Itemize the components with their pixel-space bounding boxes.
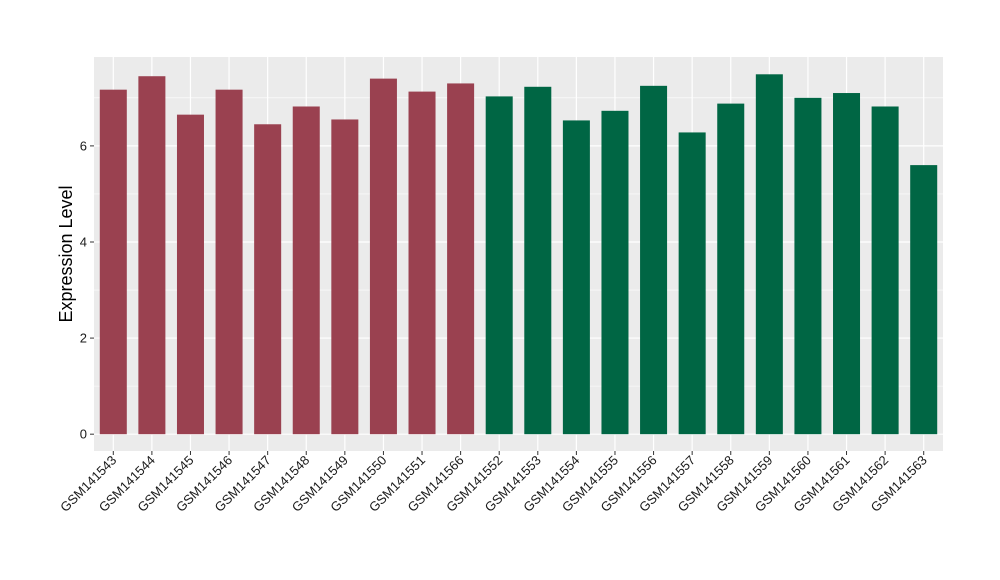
bar-GSM141555: [601, 110, 629, 435]
bar-GSM141543: [99, 89, 127, 435]
bar-GSM141558: [717, 103, 745, 435]
bar-GSM141559: [755, 74, 783, 435]
bar-GSM141551: [408, 91, 436, 435]
y-tick-label: 0: [80, 427, 87, 442]
bar-GSM141547: [254, 124, 282, 435]
bar-GSM141550: [369, 78, 397, 435]
x-axis-ticks: GSM141543GSM141544GSM141545GSM141546GSM1…: [57, 451, 930, 515]
y-axis-title: Expression Level: [56, 185, 76, 322]
bar-GSM141562: [871, 106, 899, 435]
y-tick-label: 6: [80, 138, 87, 153]
bar-GSM141549: [331, 119, 359, 435]
y-axis-ticks: 0 2 4 6: [80, 138, 94, 442]
bar-GSM141544: [138, 76, 166, 435]
bar-GSM141561: [833, 93, 861, 435]
bar-GSM141548: [292, 106, 320, 435]
y-tick-label: 2: [80, 331, 87, 346]
bar-GSM141546: [215, 89, 243, 435]
bar-GSM141552: [485, 96, 513, 435]
y-tick-label: 4: [80, 234, 87, 249]
bar-GSM141553: [524, 86, 552, 435]
bar-GSM141545: [176, 114, 204, 435]
bar-GSM141554: [562, 120, 590, 435]
bar-GSM141557: [678, 132, 706, 435]
bar-GSM141556: [640, 85, 668, 435]
bar-GSM141563: [910, 165, 938, 435]
bar-GSM141560: [794, 97, 822, 435]
bars: [99, 74, 938, 435]
bar-GSM141566: [447, 83, 475, 435]
